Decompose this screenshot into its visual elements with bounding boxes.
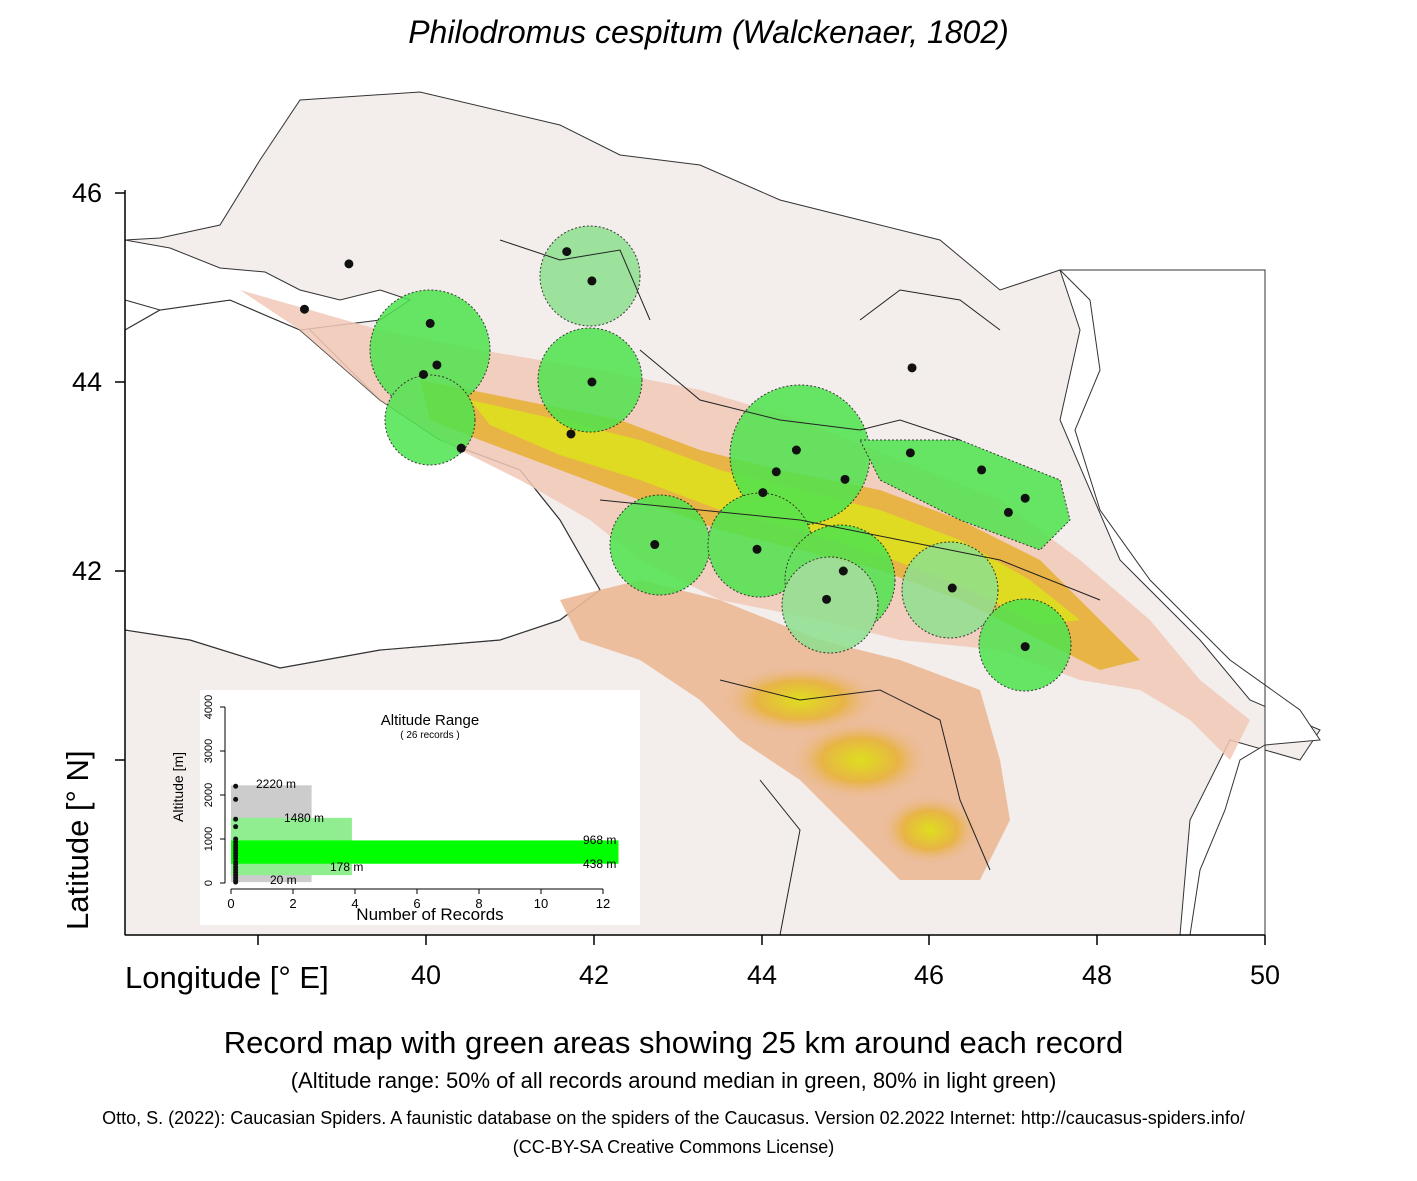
altitude-inset: 0 1000 2000 3000 4000 0 2 4 6 8 10 12	[200, 690, 640, 925]
record-point	[418, 369, 428, 379]
y-tick-46: 46	[71, 178, 102, 208]
x-tick-46: 46	[913, 960, 945, 990]
inset-label-p80-high: 1480 m	[284, 811, 325, 825]
record-point	[752, 544, 762, 554]
inset-x-tick-label: 12	[596, 896, 610, 911]
altitude-record-point	[233, 783, 239, 789]
borders	[499, 239, 1101, 936]
inset-subtitle: ( 26 records )	[400, 730, 460, 741]
inset-x-tick-label: 6	[413, 896, 420, 911]
inset-title: Altitude Range	[380, 712, 480, 729]
altitude-record-point	[233, 836, 239, 842]
record-point	[771, 467, 781, 477]
inset-y-label: Altitude [m]	[170, 751, 186, 822]
inset-y-tick-label: 1000	[203, 827, 215, 851]
altitude-record-point	[233, 796, 239, 802]
y-axis-label: Latitude [° N]	[60, 750, 95, 930]
inset-label-min: 20 m	[270, 873, 297, 887]
record-point	[650, 540, 660, 550]
x-tick-50: 50	[1249, 960, 1281, 990]
altitude-record-point	[233, 816, 239, 822]
record-points	[299, 247, 1030, 652]
record-point	[838, 566, 848, 576]
altitude-band-50	[231, 840, 619, 864]
record-point	[587, 276, 597, 286]
license: (CC-BY-SA Creative Commons License)	[512, 1137, 835, 1157]
record-point	[456, 443, 466, 453]
x-tick-44: 44	[746, 960, 778, 990]
record-point	[1020, 493, 1030, 503]
inset-label-p50-high: 968 m	[583, 833, 617, 847]
inset-y-tick-label: 4000	[203, 695, 215, 719]
inset-y-tick-label: 2000	[203, 783, 215, 807]
map-title: Philodromus cespitum (Walckenaer, 1802)	[408, 14, 1009, 50]
inset-x-tick-label: 4	[351, 896, 358, 911]
record-point	[905, 448, 915, 458]
caption: Record map with green areas showing 25 k…	[223, 1025, 1124, 1060]
inset-y-tick-label: 3000	[203, 739, 215, 763]
inset-x-tick-label: 2	[289, 896, 296, 911]
record-point	[758, 488, 768, 498]
inset-label-p50-low: 438 m	[583, 857, 617, 871]
x-axis-label: Longitude [° E]	[125, 960, 329, 995]
record-point	[566, 429, 576, 439]
record-point	[1003, 507, 1013, 517]
record-point	[1020, 642, 1030, 652]
inset-y-tick-label: 0	[203, 880, 215, 886]
record-point	[299, 304, 309, 314]
inset-x-tick-label: 10	[534, 896, 548, 911]
inset-x-label: Number of Records	[356, 905, 504, 924]
y-tick-42: 42	[71, 556, 102, 586]
record-point	[562, 247, 572, 257]
y-tick-44: 44	[71, 367, 102, 397]
record-point	[587, 377, 597, 387]
altitude-record-point	[233, 859, 239, 865]
altitude-record-point	[233, 824, 239, 830]
citation: Otto, S. (2022): Caucasian Spiders. A fa…	[102, 1108, 1245, 1128]
record-point	[344, 259, 354, 269]
record-point	[907, 363, 917, 373]
inset-label-p80-low: 178 m	[330, 860, 364, 874]
record-point	[791, 445, 801, 455]
record-point	[977, 465, 987, 475]
x-tick-40: 40	[410, 960, 442, 990]
record-point	[822, 594, 832, 604]
record-point	[432, 360, 442, 370]
axes	[115, 190, 1266, 945]
azov-sea	[124, 239, 412, 331]
inset-label-max: 2220 m	[256, 777, 297, 791]
record-point	[840, 474, 850, 484]
record-point	[947, 583, 957, 593]
record-point	[425, 318, 435, 328]
x-tick-42: 42	[578, 960, 610, 990]
inset-x-tick-label: 8	[475, 896, 482, 911]
inset-x-tick-label: 0	[227, 896, 234, 911]
subcaption: (Altitude range: 50% of all records arou…	[290, 1068, 1057, 1093]
x-tick-48: 48	[1081, 960, 1113, 990]
